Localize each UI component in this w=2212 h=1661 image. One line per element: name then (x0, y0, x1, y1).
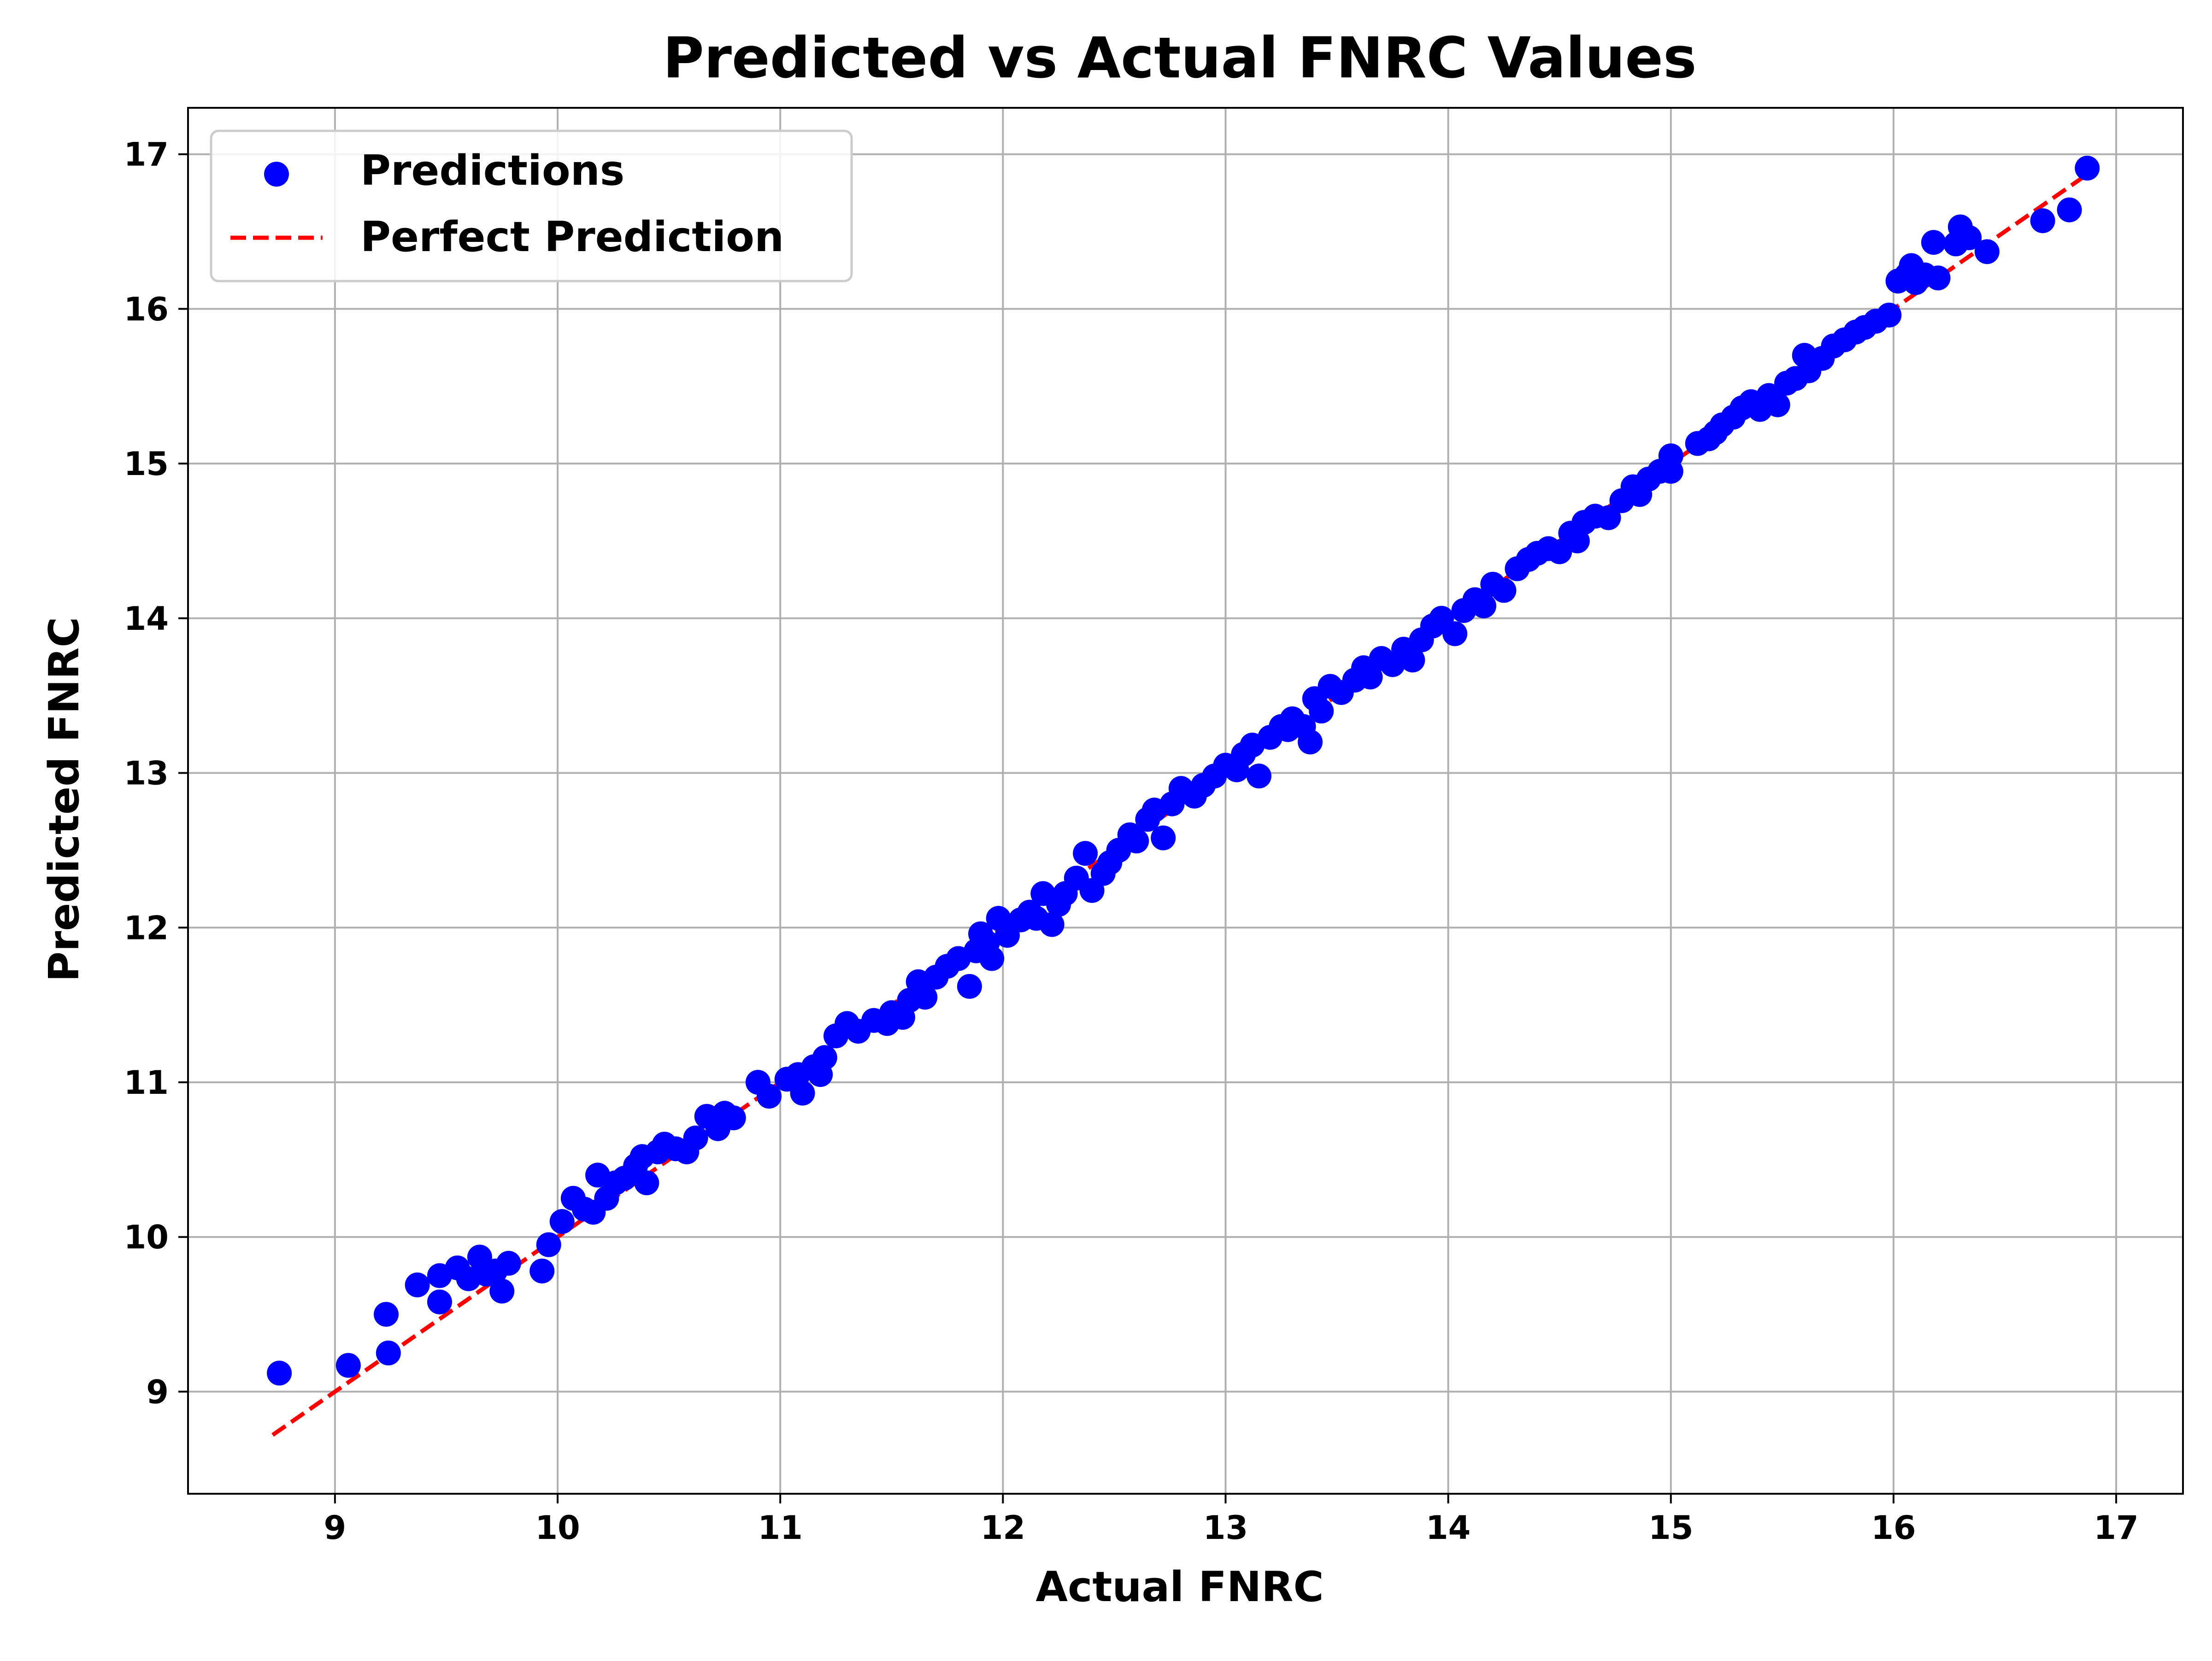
x-tick-label: 16 (1871, 1509, 1916, 1547)
prediction-point (1877, 302, 1902, 328)
legend-perfect-prediction-label: Perfect Prediction (360, 213, 784, 261)
prediction-point (757, 1084, 782, 1109)
y-tick-label: 11 (124, 1064, 169, 1102)
prediction-point (376, 1340, 401, 1366)
y-axis-label: Predicted FNRC (40, 617, 88, 982)
prediction-point (1039, 912, 1065, 937)
prediction-point (267, 1361, 292, 1386)
x-tick-label: 12 (981, 1509, 1025, 1547)
prediction-point (2075, 155, 2100, 181)
prediction-point (2057, 197, 2082, 223)
prediction-point (427, 1289, 452, 1315)
prediction-point (1151, 825, 1176, 851)
prediction-point (1547, 539, 1572, 564)
x-tick-label: 9 (324, 1509, 347, 1547)
prediction-point (1442, 621, 1468, 646)
prediction-point (1596, 505, 1621, 530)
y-tick-label: 14 (124, 600, 169, 638)
prediction-point (1974, 239, 2000, 264)
x-tick-label: 17 (2094, 1509, 2138, 1547)
prediction-point (489, 1279, 515, 1304)
x-tick-label: 13 (1203, 1509, 1248, 1547)
prediction-point (2030, 208, 2055, 234)
prediction-point (1298, 729, 1323, 755)
prediction-point (1658, 458, 1683, 484)
prediction-point (536, 1232, 561, 1257)
prediction-point (529, 1258, 555, 1284)
prediction-point (957, 974, 982, 999)
prediction-point (1957, 225, 1982, 250)
prediction-point (1765, 392, 1790, 417)
prediction-point (374, 1302, 399, 1327)
axis-ticks: 9 10 11 12 13 14 15 16 17 9 10 11 12 13 14 15 16 17 (124, 136, 2139, 1547)
legend-predictions-marker (264, 162, 289, 187)
x-tick-label: 10 (535, 1509, 580, 1547)
prediction-point (634, 1170, 659, 1196)
prediction-point (912, 985, 938, 1010)
prediction-point (1073, 841, 1098, 866)
prediction-point (1921, 230, 1946, 255)
prediction-point (790, 1080, 815, 1106)
y-tick-label: 17 (124, 136, 169, 174)
prediction-point (1309, 698, 1334, 724)
y-tick-label: 9 (146, 1373, 169, 1411)
prediction-point (1925, 265, 1951, 291)
prediction-point (496, 1250, 521, 1276)
prediction-point (812, 1045, 837, 1070)
y-tick-label: 12 (124, 909, 169, 947)
legend-predictions-label: Predictions (360, 147, 624, 195)
prediction-point (335, 1353, 361, 1378)
y-tick-label: 13 (124, 755, 169, 792)
y-tick-label: 16 (124, 290, 169, 328)
prediction-point (1400, 647, 1425, 673)
prediction-point (979, 946, 1005, 971)
y-tick-label: 15 (124, 445, 169, 483)
prediction-point (1358, 664, 1383, 690)
prediction-point (405, 1272, 430, 1297)
legend: Predictions Perfect Prediction (210, 129, 853, 282)
x-tick-label: 14 (1426, 1509, 1471, 1547)
prediction-point (721, 1105, 746, 1131)
prediction-points (267, 155, 2100, 1386)
y-tick-label: 10 (124, 1219, 169, 1256)
x-tick-label: 11 (758, 1509, 802, 1547)
prediction-point (1471, 593, 1496, 618)
chart-title: Predicted vs Actual FNRC Values (663, 25, 1696, 91)
plot-frame (187, 107, 2184, 1495)
prediction-point (1246, 763, 1271, 789)
prediction-point (683, 1125, 708, 1150)
prediction-point (1124, 828, 1149, 854)
prediction-point (549, 1209, 575, 1234)
legend-box (210, 129, 853, 282)
x-tick-label: 15 (1648, 1509, 1693, 1547)
grid-lines (188, 108, 2183, 1494)
x-axis-label: Actual FNRC (1035, 1563, 1324, 1611)
prediction-point (1491, 578, 1517, 603)
